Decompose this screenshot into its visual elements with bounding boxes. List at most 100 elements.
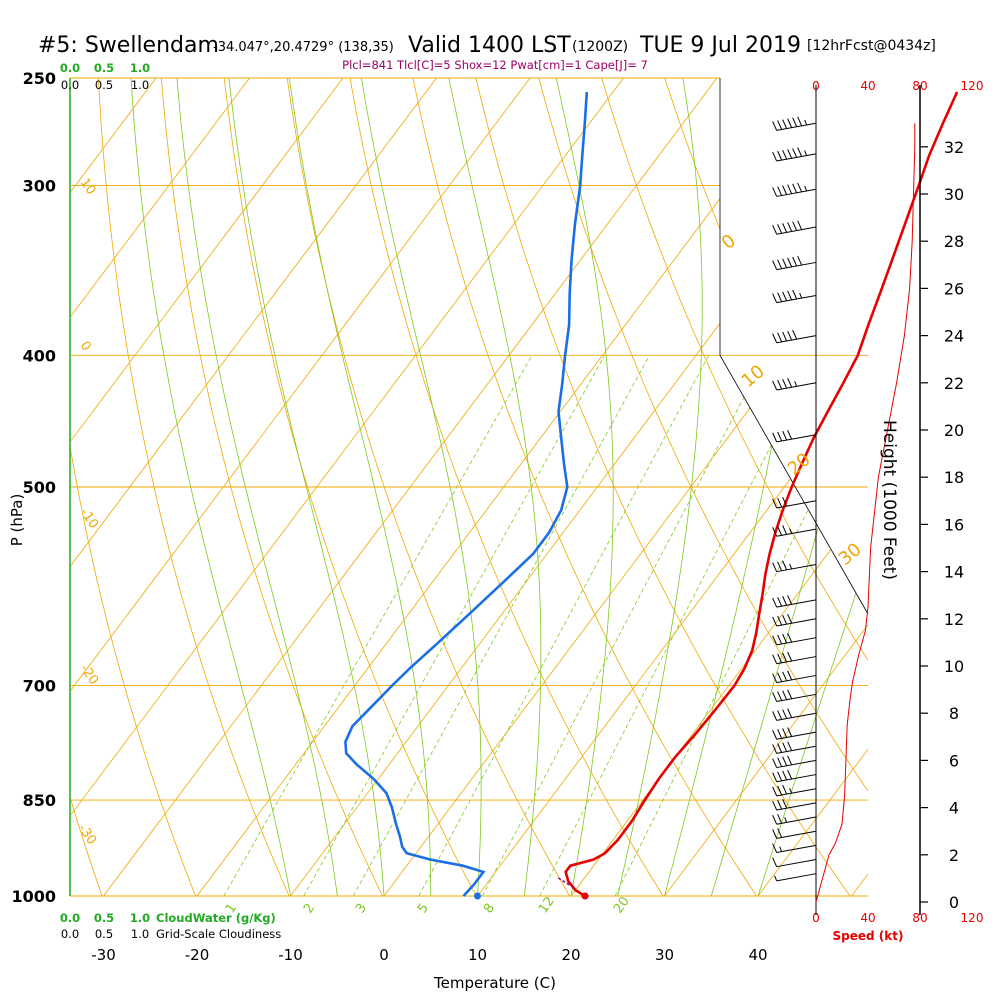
moist-adiabat-line — [448, 78, 542, 896]
cloudiness-scale-tick-top: 1.0 — [131, 78, 149, 92]
dry-adiabat-line — [349, 78, 664, 896]
wind-barb-flag — [772, 744, 778, 754]
wind-barb-flag — [772, 711, 778, 721]
valid-time-utc: (1200Z) — [572, 39, 628, 55]
mixing-ratio-label: 5 — [415, 901, 432, 916]
wind-barb-flag — [782, 614, 788, 625]
temperature-tick-label: 10 — [468, 946, 487, 964]
surface-dewpoint-point — [474, 892, 481, 900]
cloudwater-scale-tick-bottom: 1.0 — [130, 911, 150, 925]
wind-barb-flag — [772, 843, 778, 853]
wind-barb-flag — [777, 691, 783, 701]
wind-barb-flag — [777, 224, 783, 234]
wind-speed-tick-bottom: 80 — [912, 911, 927, 925]
wind-barb-flag — [777, 710, 783, 720]
wind-barb-flag — [772, 635, 778, 646]
wind-barb-flag — [772, 730, 778, 740]
wind-barb-flag — [777, 379, 783, 390]
moist-adiabat-label: 30 — [835, 539, 866, 570]
dry-adiabat-label: -20 — [77, 662, 101, 688]
wind-barb — [774, 873, 817, 882]
wind-barb-half-flag — [789, 563, 793, 570]
cloudiness-scale-tick-top: 0.5 — [95, 78, 113, 92]
wind-barb-shaft — [776, 844, 817, 854]
wind-barb-flag — [777, 615, 783, 626]
temperature-tick-label: -10 — [278, 946, 303, 964]
y-axis-label: P (hPa) — [8, 494, 26, 547]
wind-barb-flag — [772, 260, 778, 270]
moist-adiabat-line — [757, 78, 868, 896]
mixing-ratio-line — [539, 355, 818, 896]
temperature-tick-label: 20 — [561, 946, 580, 964]
moist-adiabat-line — [228, 78, 385, 896]
wind-barb-shaft — [776, 830, 817, 839]
pressure-tick-label: 850 — [23, 791, 56, 810]
wind-barb — [772, 525, 817, 537]
wind-barb-flag — [772, 527, 778, 537]
wind-speed-profile-line — [815, 123, 916, 903]
wind-barb-flag — [772, 498, 778, 509]
wind-barb-flag — [782, 496, 788, 507]
mixing-ratio-line — [352, 355, 650, 896]
wind-barb — [772, 614, 817, 627]
dry-adiabat-line — [70, 78, 103, 896]
chart-grid — [69, 77, 869, 897]
wind-barb-flag — [782, 799, 788, 809]
dry-adiabat-line — [223, 78, 477, 896]
wind-barb-flag — [782, 378, 788, 389]
wind-barb-flag — [772, 432, 778, 443]
wind-barb-flag — [782, 652, 788, 663]
wind-barb-flag — [777, 814, 783, 824]
wind-barb-flag — [772, 829, 778, 839]
wind-barb-flag — [782, 596, 788, 606]
parcel-path-line — [557, 877, 574, 888]
wind-barb-flag — [772, 151, 778, 162]
pressure-tick-label: 1000 — [11, 887, 56, 906]
mixing-ratio-line — [223, 355, 533, 896]
height-tick-label: 10 — [944, 657, 964, 676]
wind-barb-flag — [777, 431, 783, 442]
surface-temperature-point — [581, 892, 589, 900]
wind-barb-shaft — [776, 693, 817, 702]
wind-barb — [772, 182, 817, 197]
cloudwater-scale-tick-top: 0.5 — [94, 61, 114, 75]
wind-barb-flag — [777, 526, 783, 536]
wind-barb-flag — [777, 653, 783, 664]
wind-barb — [772, 708, 817, 721]
wind-barb-shaft — [776, 745, 817, 754]
pressure-tick-label: 500 — [23, 478, 56, 497]
wind-barb-shaft — [776, 788, 817, 797]
wind-barb-flag — [797, 220, 803, 230]
wind-barb-flag — [772, 380, 778, 391]
wind-barb-flag — [777, 259, 783, 269]
wind-barb-flag — [772, 562, 778, 572]
dry-adiabat-line — [601, 78, 868, 896]
mixing-ratio-label: 8 — [481, 901, 498, 916]
cloudwater-scale-tick-bottom: 0.5 — [94, 911, 114, 925]
wind-barb-flag — [777, 672, 783, 682]
moist-adiabat-line — [361, 78, 482, 896]
dry-adiabat-label: 0 — [77, 339, 94, 354]
wind-barb-flag — [792, 117, 798, 127]
wind-barb-flag — [787, 330, 793, 341]
pressure-tick-label: 300 — [23, 177, 56, 196]
wind-barb-flag — [787, 708, 793, 718]
wind-barb — [772, 814, 817, 825]
wind-barb-flag — [777, 634, 783, 645]
wind-barb-flag — [782, 331, 788, 342]
wind-barb-flag — [772, 673, 778, 683]
wind-barb-shaft — [776, 731, 817, 740]
wind-barb-flag — [772, 772, 778, 782]
wind-barb — [772, 769, 817, 783]
wind-barb — [772, 429, 817, 443]
wind-barb-flag — [782, 430, 788, 441]
cloudiness-scale-tick-bottom: 1.0 — [131, 927, 149, 941]
dry-adiabat-line — [538, 78, 868, 896]
wind-barb-flag — [787, 595, 793, 605]
wind-barb-flag — [782, 728, 788, 738]
wind-barb-flag — [772, 857, 778, 867]
wind-speed-label: Speed (kt) — [833, 929, 904, 943]
wind-barb-flag — [787, 378, 793, 388]
wind-barb-flag — [772, 187, 778, 197]
